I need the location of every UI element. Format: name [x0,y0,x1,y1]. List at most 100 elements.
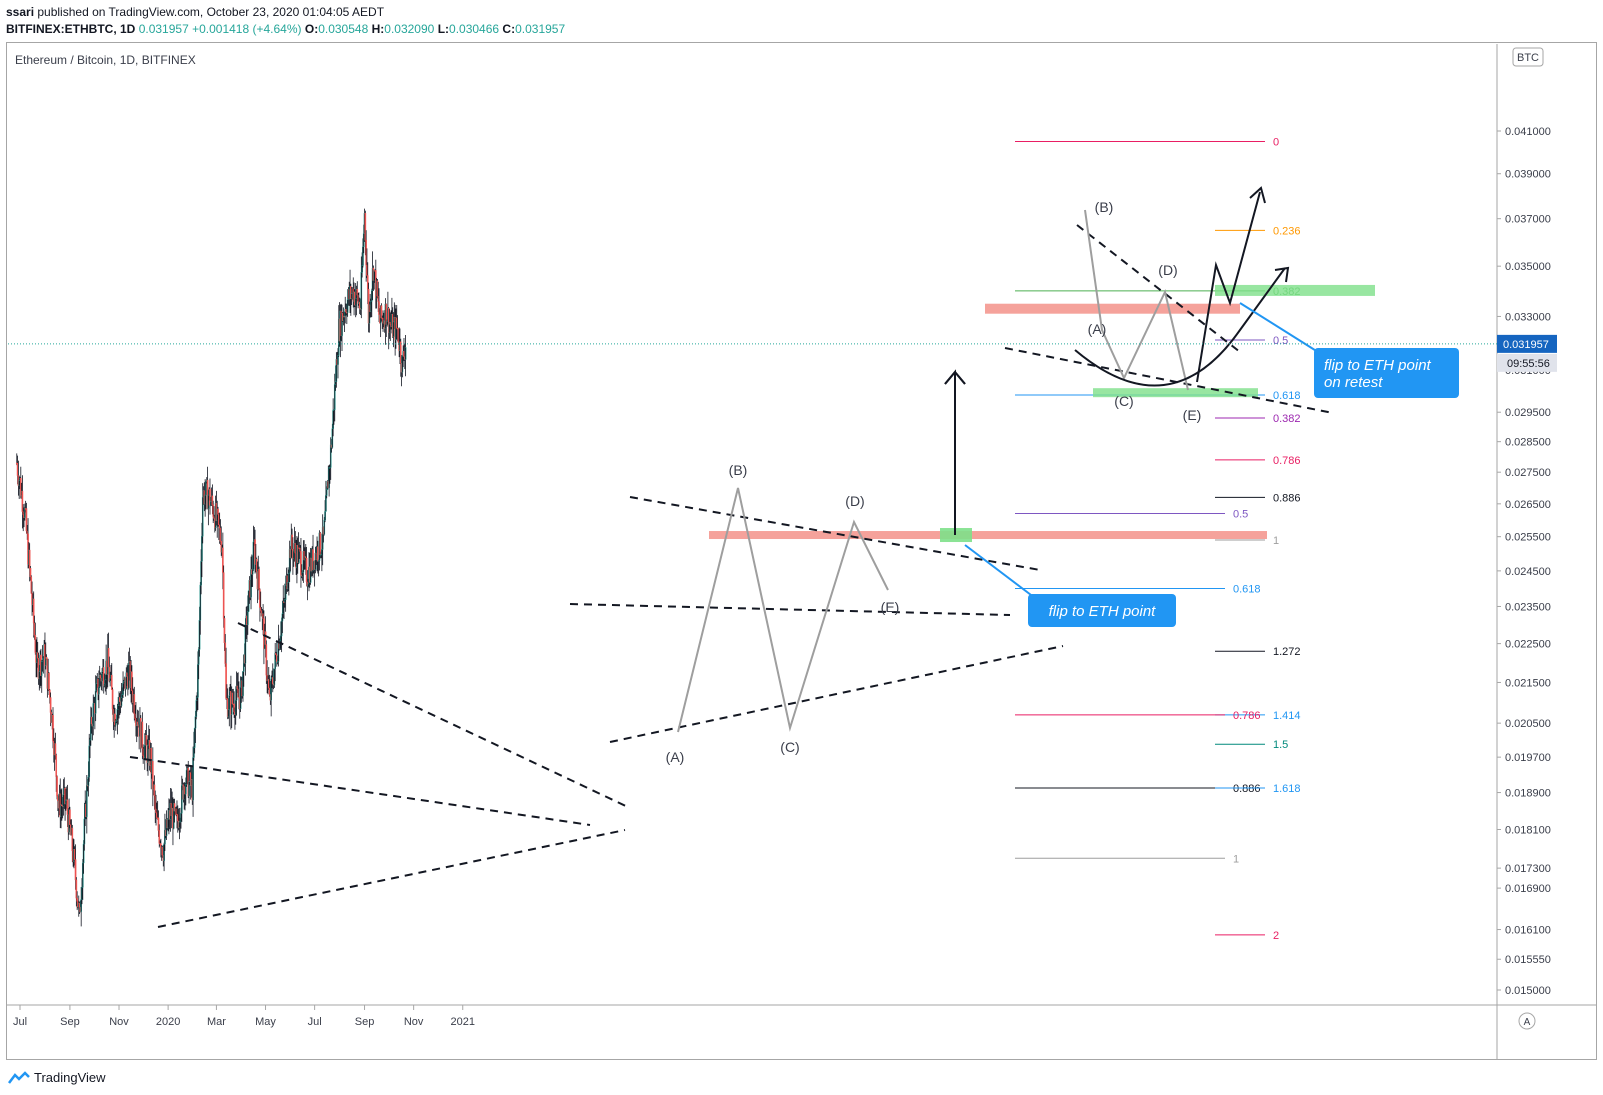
fib-level-label: 0.5 [1273,335,1288,347]
candle-body [45,656,48,660]
open-value: 0.030548 [318,22,369,36]
trendline [129,756,591,826]
candle-body [223,618,226,644]
x-tick-label: Jul [13,1016,27,1028]
candle-body [24,508,26,518]
candle-body [133,694,136,715]
candle-body [222,572,225,619]
candle-body [225,663,227,699]
y-tick-label: 0.026500 [1505,499,1551,511]
last-price-tag [1497,334,1557,353]
candle-body [21,490,24,512]
candle-body [366,275,369,290]
callout-box [1314,348,1459,398]
candle-body [110,674,113,690]
candle-body [25,508,28,532]
publish-text: published on TradingView.com, October 23… [34,5,385,19]
fib-level-label: 0.236 [1273,225,1301,237]
fib-level-label: 0.886 [1273,492,1301,504]
y-tick-label: 0.023500 [1505,601,1551,613]
wave-label: (C) [1114,393,1133,409]
callout-text: flip to ETH point [1324,357,1432,374]
candle-body [329,444,332,468]
candle-body [88,745,91,778]
candle-body [238,696,240,699]
y-tick-label: 0.020500 [1505,718,1551,730]
callout-pointer [964,544,1036,599]
candle-body [380,305,383,319]
candle-body [399,341,402,364]
fib-level-label: 0.618 [1233,583,1261,595]
trendline [569,603,1011,616]
candle-body [94,690,97,714]
candle-body [265,644,268,676]
tradingview-logo-icon [8,1070,30,1084]
callout-text: flip to ETH point [1049,603,1157,620]
candle-body [141,721,144,749]
candle-body [120,697,123,707]
candle-body [83,818,86,845]
x-tick-label: Mar [207,1016,226,1028]
fib-level-label: 1.5 [1273,739,1288,751]
candle-body [222,547,224,573]
fib-level-label: 1.618 [1273,783,1301,795]
candle-body [192,757,194,801]
candle-body [333,384,336,410]
candle-body [252,541,255,570]
wave-label: (C) [780,739,799,755]
tradingview-logo[interactable]: TradingView [8,1070,106,1085]
wave-label: (E) [1183,407,1202,423]
support-zone [1093,388,1258,398]
trendline [1076,224,1241,353]
candle-body [69,809,71,825]
candle-body [201,535,203,562]
candle-body [49,697,52,713]
chart-frame[interactable] [6,42,1597,1060]
y-tick-label: 0.028500 [1505,437,1551,449]
candle-body [181,784,183,814]
candle-body [66,799,69,815]
fib-level-label: 1.272 [1273,646,1301,658]
fib-level-label: 0.786 [1233,710,1261,722]
trendline [609,645,1064,743]
wave-label: (B) [1095,199,1114,215]
candle-body [361,265,363,273]
candle-body [197,664,199,698]
candle-body [81,862,84,888]
candle-body [56,776,58,797]
y-tick-label: 0.035000 [1505,261,1551,273]
chart-title: Ethereum / Bitcoin, 1D, BITFINEX [15,53,196,67]
x-tick-label: Jul [308,1016,322,1028]
candle-body [152,761,154,790]
symbol-label: BITFINEX:ETHBTC, 1D [6,22,136,36]
candle-body [86,784,88,818]
last-price: 0.031957 [138,22,189,36]
wave-label: (A) [1088,321,1107,337]
candle-body [158,830,161,844]
candle-body [147,744,149,763]
close-value: 0.031957 [515,22,566,36]
callout-text: on retest [1324,374,1383,391]
candle-body [114,721,117,726]
candle-body [217,508,219,515]
candle-body [331,428,334,448]
y-tick-label: 0.017300 [1505,863,1551,875]
y-tick-label: 0.021500 [1505,677,1551,689]
candle-body [385,303,388,325]
author-name[interactable]: ssari [6,5,35,19]
candle-body [235,685,238,701]
candle-body [274,652,276,670]
y-tick-label: 0.025500 [1505,532,1551,544]
fibonacci-layer: 00.2360.3820.50.6180.3820.7860.8860.510.… [1015,136,1301,942]
y-tick-label: 0.016900 [1505,883,1551,895]
candle-body [364,213,367,241]
high-value: 0.032090 [384,22,435,36]
countdown-tag [1497,353,1557,372]
candle-body [76,897,78,902]
candle-body [157,817,160,831]
y-tick-label: 0.015000 [1505,985,1551,997]
candle-body [194,716,197,729]
candle-body [111,689,114,710]
cup-curve [1074,267,1286,387]
